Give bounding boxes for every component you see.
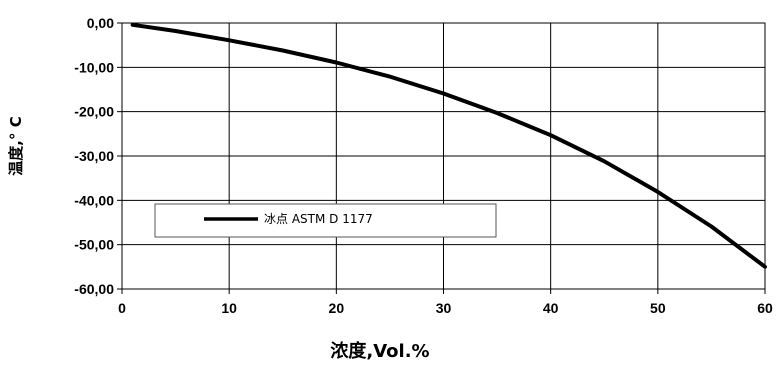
x-tick-label: 30 <box>436 300 452 316</box>
y-tick-label: 0,00 <box>87 15 114 31</box>
y-axis-ticks: 0,00 -10,00 -20,00 -30,00 -40,00 -50,00 -60,00 <box>74 15 122 297</box>
y-tick-label: -30,00 <box>74 148 114 164</box>
y-tick-label: -10,00 <box>74 59 114 75</box>
x-axis-title: 浓度,Vol.% <box>330 340 429 362</box>
y-tick-label: -40,00 <box>74 192 114 208</box>
legend: 冰点 ASTM D 1177 <box>154 203 497 238</box>
x-tick-label: 0 <box>118 300 126 316</box>
y-tick-label: -60,00 <box>74 281 114 297</box>
y-tick-label: -50,00 <box>74 237 114 253</box>
x-tick-label: 40 <box>543 300 559 316</box>
grid-lines <box>122 23 765 289</box>
x-tick-label: 60 <box>757 300 773 316</box>
x-tick-label: 10 <box>221 300 237 316</box>
y-tick-label: -20,00 <box>74 104 114 120</box>
y-axis-title: 温度,° C <box>7 116 25 175</box>
series-group <box>130 22 767 269</box>
series-line-freezing-point <box>130 22 767 269</box>
x-tick-label: 50 <box>650 300 666 316</box>
x-axis-ticks: 0 10 20 30 40 50 60 <box>118 289 773 316</box>
legend-label: 冰点 ASTM D 1177 <box>264 212 373 226</box>
x-tick-label: 20 <box>329 300 345 316</box>
